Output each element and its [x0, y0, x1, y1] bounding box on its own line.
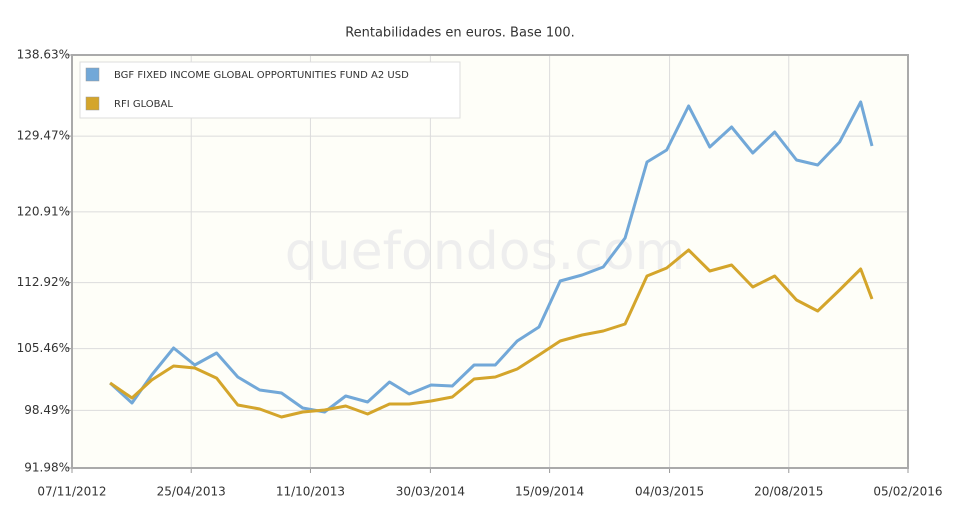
watermark: quefondos.com: [285, 222, 686, 282]
y-tick-label: 91.98%: [24, 461, 70, 475]
x-tick-label: 05/02/2016: [873, 485, 942, 499]
series-line: [109, 248, 874, 419]
legend-label: BGF FIXED INCOME GLOBAL OPPORTUNITIES FU…: [114, 70, 409, 81]
y-tick-label: 105.46%: [17, 341, 70, 355]
x-tick-label: 30/03/2014: [396, 485, 465, 499]
x-tick-label: 04/03/2015: [635, 485, 704, 499]
legend-label: RFI GLOBAL: [114, 99, 173, 110]
legend-swatch: [85, 67, 100, 82]
x-tick-label: 20/08/2015: [754, 485, 823, 499]
chart-title: Rentabilidades en euros. Base 100.: [345, 26, 575, 41]
x-tick-label: 07/11/2012: [37, 485, 106, 499]
y-tick-label: 138.63%: [17, 48, 70, 62]
plot-area: [72, 55, 908, 468]
legend-swatch: [85, 96, 100, 111]
x-tick-label: 25/04/2013: [157, 485, 226, 499]
y-tick-label: 129.47%: [17, 129, 70, 143]
y-tick-label: 112.92%: [17, 275, 70, 289]
legend: BGF FIXED INCOME GLOBAL OPPORTUNITIES FU…: [79, 61, 461, 119]
series-line: [109, 100, 874, 414]
y-tick-label: 120.91%: [17, 204, 70, 218]
x-tick-label: 11/10/2013: [276, 485, 345, 499]
plot-border: [71, 54, 909, 469]
x-tick-label: 15/09/2014: [515, 485, 584, 499]
y-tick-label: 98.49%: [24, 403, 70, 417]
legend-box: [79, 61, 461, 119]
